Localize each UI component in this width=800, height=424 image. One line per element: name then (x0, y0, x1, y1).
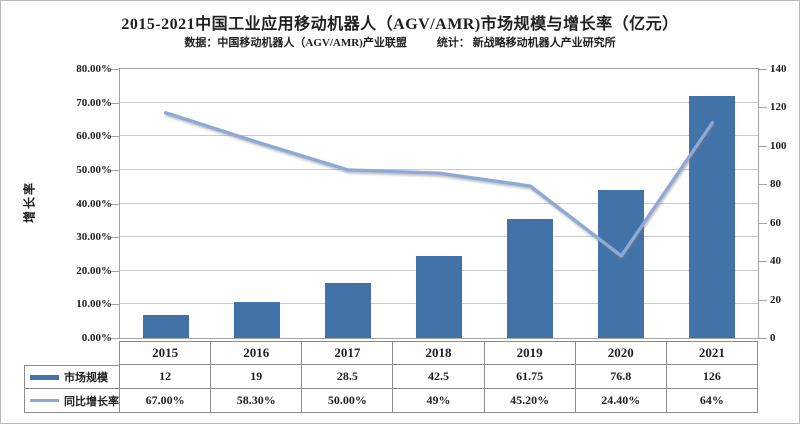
gridline (120, 202, 758, 204)
line-series-swatch (30, 399, 59, 402)
year-cell: 2018 (393, 341, 485, 365)
market-size-bar (416, 256, 462, 338)
gridline (120, 135, 758, 137)
left-axis-tick (111, 270, 119, 272)
left-axis-tick (111, 304, 119, 306)
subtitle-statistics: 统计： 新战略移动机器人产业研究所 (436, 37, 616, 49)
market-size-bar (142, 314, 189, 338)
plot-area (119, 68, 759, 339)
left-axis-tick-label: 20.00% (76, 264, 112, 277)
right-axis-tick (759, 107, 767, 109)
left-axis-tick (111, 169, 119, 171)
right-axis-tick (759, 299, 767, 301)
growth-rate-cell: 58.30% (211, 389, 303, 413)
right-axis-tick (759, 261, 767, 263)
left-axis-tick (111, 237, 119, 239)
left-axis-tick (111, 338, 119, 339)
year-cell: 2015 (120, 341, 212, 365)
left-axis-tick-label: 60.00% (76, 130, 112, 143)
growth-rate-polyline (163, 111, 715, 258)
right-axis-tick-label: 60 (770, 216, 781, 229)
chart-subtitle: 数据：中国移动机器人（AGV/AMR)产业联盟 统计： 新战略移动机器人产业研究所 (1, 34, 799, 50)
left-axis-title: 增长率 (22, 180, 37, 224)
right-axis-tick-label: 140 (770, 63, 787, 75)
growth-rate-cell: 64% (666, 389, 758, 413)
data-table-market-size-row: 市场规模 12 19 28.5 42.5 61.75 76.8 126 (24, 365, 758, 389)
gridline (120, 168, 758, 170)
market-size-bar (598, 190, 645, 338)
right-axis-tick-label: 20 (770, 293, 781, 306)
table-corner-blank (24, 341, 120, 365)
year-cell: 2021 (666, 341, 758, 365)
left-axis-tick-label: 40.00% (76, 197, 112, 210)
left-axis-tick-label: 80.00% (76, 63, 112, 75)
right-axis-tick (759, 222, 767, 224)
market-size-cell: 61.75 (484, 365, 576, 389)
market-size-cell: 19 (211, 365, 303, 389)
right-axis-tick (759, 145, 767, 147)
left-axis-tick-label: 70.00% (76, 96, 112, 109)
year-cell: 2016 (211, 341, 303, 365)
market-size-cell: 28.5 (302, 365, 394, 389)
growth-rate-cell: 24.40% (575, 389, 667, 413)
market-size-bar (233, 301, 280, 338)
right-axis-tick (759, 338, 767, 339)
left-axis-tick-label: 30.00% (76, 231, 112, 244)
chart-title: 2015-2021中国工业应用移动机器人（AGV/AMR)市场规模与增长率（亿元… (121, 16, 679, 33)
market-size-cell: 76.8 (575, 365, 667, 389)
legend-label-growth-rate: 同比增长率 (64, 395, 119, 408)
data-table-growth-rate-row: 同比增长率 67.00% 58.30% 50.00% 49% 45.20% 24.40% 6… (24, 389, 758, 413)
legend-label-market-size: 市场规模 (64, 372, 108, 384)
gridline (120, 236, 758, 238)
right-axis-tick-label: 80 (770, 178, 781, 191)
market-size-bar (689, 95, 736, 338)
left-axis-tick (111, 136, 119, 138)
growth-rate-line (163, 111, 715, 258)
left-axis-tick (111, 102, 119, 104)
subtitle-data-source: 数据：中国移动机器人（AGV/AMR)产业联盟 (184, 37, 407, 49)
right-axis-tick (759, 184, 767, 186)
left-axis-tick (111, 203, 119, 205)
year-cell: 2017 (302, 341, 394, 365)
legend-item-market-size: 市场规模 (24, 365, 120, 389)
bar-series-swatch (30, 374, 59, 380)
right-axis-tick-label: 0 (770, 332, 776, 344)
growth-rate-cell: 67.00% (120, 389, 212, 413)
gridline (120, 101, 758, 103)
market-size-cell: 42.5 (393, 365, 485, 389)
market-size-bar (507, 219, 554, 338)
data-table: 2015 2016 2017 2018 2019 2020 2021 市场规模 12 19 28… (24, 341, 758, 413)
left-axis-tick-label: 10.00% (76, 298, 112, 311)
left-axis-tick (111, 69, 119, 70)
growth-rate-cell: 50.00% (302, 389, 394, 413)
legend-item-growth-rate: 同比增长率 (24, 389, 120, 413)
year-cell: 2019 (484, 341, 576, 365)
left-axis-tick-label: 50.00% (76, 163, 112, 176)
market-size-cell: 126 (666, 365, 758, 389)
growth-rate-cell: 45.20% (484, 389, 576, 413)
market-size-cell: 12 (120, 365, 212, 389)
left-axis-tick-label: 0.00% (81, 332, 112, 344)
year-cell: 2020 (575, 341, 667, 365)
growth-rate-cell: 49% (393, 389, 485, 413)
right-axis-tick-label: 100 (770, 139, 787, 152)
right-axis-tick-label: 40 (770, 255, 781, 268)
right-axis-tick-label: 120 (770, 101, 787, 114)
right-axis-tick (759, 69, 767, 70)
market-size-bar (324, 283, 371, 338)
data-table-year-row: 2015 2016 2017 2018 2019 2020 2021 (24, 341, 758, 365)
